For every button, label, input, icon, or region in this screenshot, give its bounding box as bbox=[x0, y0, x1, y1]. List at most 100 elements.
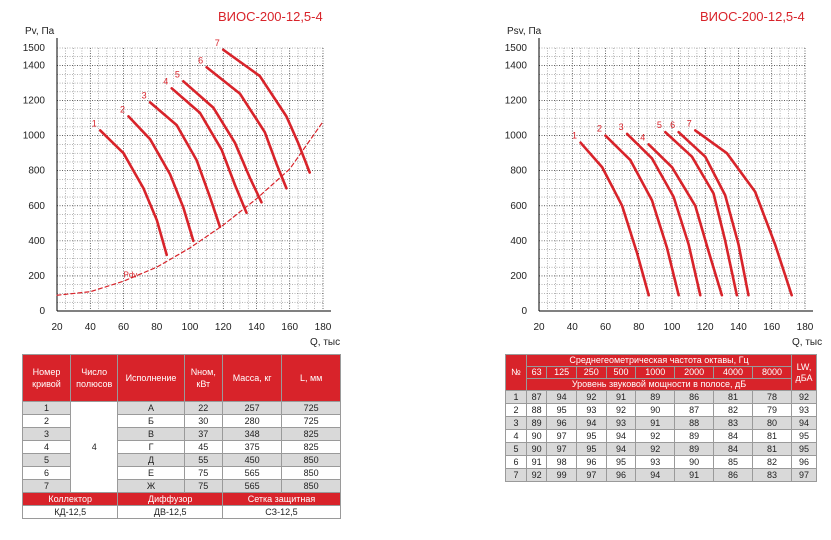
x-tick-label: 40 bbox=[567, 322, 579, 333]
table-cell: Б bbox=[117, 414, 185, 428]
y-tick-label: 400 bbox=[28, 236, 45, 247]
table-cell: 83 bbox=[713, 416, 753, 430]
table-cell: 94 bbox=[635, 468, 676, 482]
table-cell: 45 bbox=[183, 440, 223, 454]
x-tick-label: 40 bbox=[85, 322, 97, 333]
x-tick-label: 160 bbox=[281, 322, 298, 333]
table-cell: 95 bbox=[605, 455, 637, 469]
table-cell: 88 bbox=[525, 403, 548, 417]
table-row: 4 90 97 95 94 92 89 84 81 95 bbox=[505, 429, 817, 443]
table-cell: 7 bbox=[505, 468, 527, 482]
table-row: 3 В 37 348 825 bbox=[22, 427, 341, 441]
table-cell: 825 bbox=[281, 427, 341, 441]
curve-label: 3 bbox=[142, 90, 147, 100]
table-cell: 75 bbox=[183, 466, 223, 480]
table-cell: 93 bbox=[791, 403, 817, 417]
freq-header: Среднегеометрическая частота октавы, Гц bbox=[526, 354, 792, 367]
noise-table: № Среднегеометрическая частота октавы, Г… bbox=[505, 354, 817, 482]
curve-label: 7 bbox=[687, 118, 692, 128]
fan-curve-7 bbox=[221, 48, 311, 174]
curve-label: 4 bbox=[640, 132, 645, 142]
table-cell: 93 bbox=[605, 416, 637, 430]
y-tick-label: 200 bbox=[28, 271, 45, 282]
table-cell: 37 bbox=[183, 427, 223, 441]
y-tick-label: 800 bbox=[28, 166, 45, 177]
pdv-curve bbox=[56, 121, 324, 296]
curve-label: 2 bbox=[120, 104, 125, 114]
curve-label: 1 bbox=[92, 118, 97, 128]
acc-grid-header: Сетка защитная bbox=[221, 492, 342, 506]
cell-curve-number: 1 bbox=[22, 401, 71, 415]
table-cell: 280 bbox=[221, 414, 283, 428]
table-cell: 96 bbox=[546, 416, 577, 430]
fan-curve-5 bbox=[182, 80, 263, 204]
cell-poles: 4 bbox=[69, 401, 119, 493]
table-cell: 94 bbox=[576, 416, 607, 430]
table-cell: 450 bbox=[221, 453, 283, 467]
cell-curve-number: 6 bbox=[22, 466, 71, 480]
table-cell: 80 bbox=[751, 416, 793, 430]
x-tick-label: 100 bbox=[182, 322, 199, 333]
table-cell: 89 bbox=[635, 390, 676, 404]
freq-col-header: 2000 bbox=[674, 366, 715, 379]
table-cell: 93 bbox=[635, 455, 676, 469]
table-row: 3 89 96 94 93 91 88 83 80 94 bbox=[505, 416, 817, 430]
y-tick-label: 0 bbox=[521, 306, 527, 317]
table-cell: 96 bbox=[605, 468, 637, 482]
x-tick-label: 120 bbox=[697, 322, 714, 333]
y-tick-label: 600 bbox=[28, 201, 45, 212]
left-performance-chart: 0 200 400 600 800 1000 1200 1400 1500 20 40 60 80 100… bbox=[23, 26, 340, 348]
x-tick-label: 160 bbox=[763, 322, 780, 333]
x-axis-label: Q, тыс.м³/ч bbox=[310, 337, 340, 348]
x-tick-label: 60 bbox=[118, 322, 130, 333]
x-tick-label: 120 bbox=[215, 322, 232, 333]
table-cell: 96 bbox=[576, 455, 607, 469]
table-cell: 82 bbox=[713, 403, 753, 417]
table-cell: 94 bbox=[546, 390, 577, 404]
col-number: № bbox=[505, 354, 527, 391]
cell-curve-number: 2 bbox=[22, 414, 71, 428]
y-axis-label: Psv, Па bbox=[507, 26, 542, 37]
x-tick-label: 180 bbox=[797, 322, 814, 333]
acc-collector-value: КД-12,5 bbox=[21, 505, 119, 519]
table-cell: 95 bbox=[791, 442, 817, 456]
table-cell: 565 bbox=[221, 466, 283, 480]
x-tick-label: 60 bbox=[600, 322, 612, 333]
table-cell: 92 bbox=[576, 390, 607, 404]
table-row: 6 Е 75 565 850 bbox=[22, 466, 341, 480]
table-cell: 84 bbox=[713, 429, 753, 443]
y-tick-label: 1200 bbox=[505, 96, 528, 107]
fan-curve-2 bbox=[127, 115, 195, 243]
y-tick-label: 1000 bbox=[505, 131, 528, 142]
freq-col-header: 4000 bbox=[713, 366, 753, 379]
table-cell: 850 bbox=[281, 479, 341, 493]
table-cell: В bbox=[117, 427, 185, 441]
fan-curve-1 bbox=[98, 129, 169, 257]
curve-label: 5 bbox=[175, 69, 180, 79]
table-cell: 55 bbox=[183, 453, 223, 467]
table-cell: 93 bbox=[576, 403, 607, 417]
table-cell: 84 bbox=[713, 442, 753, 456]
x-tick-label: 140 bbox=[248, 322, 265, 333]
table-cell: 78 bbox=[751, 390, 793, 404]
table-cell: 92 bbox=[525, 468, 548, 482]
table-cell: 97 bbox=[546, 429, 577, 443]
table-row: 6 91 98 96 95 93 90 85 82 96 bbox=[505, 455, 817, 469]
col-power: Nном, кВт bbox=[183, 354, 223, 402]
table-cell: 95 bbox=[791, 429, 817, 443]
table-cell: Д bbox=[117, 453, 185, 467]
table-cell: 725 bbox=[281, 414, 341, 428]
y-axis-label: Pv, Па bbox=[25, 26, 55, 37]
right-static-pressure-chart: 0 200 400 600 800 1000 1200 1400 1500 20 40 60 80 100… bbox=[505, 26, 822, 348]
x-tick-label: 80 bbox=[151, 322, 163, 333]
table-cell: 94 bbox=[791, 416, 817, 430]
col-curve-number: Номер кривой bbox=[22, 354, 71, 402]
table-cell: 91 bbox=[525, 455, 548, 469]
y-tick-label: 400 bbox=[510, 236, 527, 247]
table-cell: 97 bbox=[546, 442, 577, 456]
table-cell: 825 bbox=[281, 440, 341, 454]
table-row: 1 4 А 22 257 725 bbox=[22, 401, 341, 493]
acc-collector-header: Коллектор bbox=[21, 492, 119, 506]
curve-label: 3 bbox=[619, 122, 624, 132]
x-tick-label: 180 bbox=[315, 322, 332, 333]
